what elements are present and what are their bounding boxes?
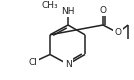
Text: Cl: Cl [29, 58, 37, 67]
Text: N: N [65, 60, 71, 69]
Text: CH₃: CH₃ [42, 1, 58, 10]
Text: O: O [100, 6, 107, 15]
Text: NH: NH [61, 7, 75, 16]
Text: O: O [114, 28, 122, 37]
